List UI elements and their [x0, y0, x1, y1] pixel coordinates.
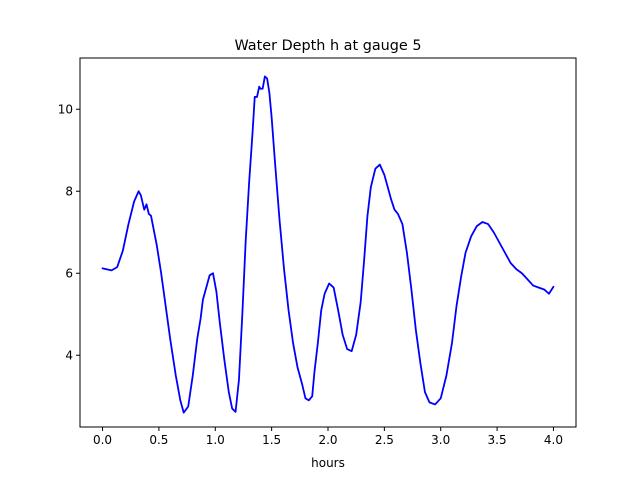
y-tick-label: 10	[58, 102, 73, 116]
y-tick-label: 6	[65, 266, 73, 280]
x-tick-label: 2.0	[318, 433, 337, 447]
series-line	[101, 75, 555, 414]
x-axis-label: hours	[311, 456, 345, 470]
y-tick-label: 8	[65, 184, 73, 198]
x-tick-label: 1.0	[206, 433, 225, 447]
x-tick-label: 0.5	[149, 433, 168, 447]
y-tick-label: 4	[65, 348, 73, 362]
chart-title: Water Depth h at gauge 5	[234, 38, 421, 54]
ticks-layer: 0.0 0.5 1.0 1.5 2.0 2.5 3.0 3.5 4.0 4 6 8 10	[58, 102, 563, 447]
x-tick-label: 0.0	[93, 433, 112, 447]
x-tick-label: 1.5	[262, 433, 281, 447]
plot-frame	[79, 57, 577, 428]
x-tick-label: 3.0	[431, 433, 450, 447]
x-tick-label: 4.0	[544, 433, 563, 447]
x-tick-label: 3.5	[488, 433, 507, 447]
x-tick-label: 2.5	[375, 433, 394, 447]
